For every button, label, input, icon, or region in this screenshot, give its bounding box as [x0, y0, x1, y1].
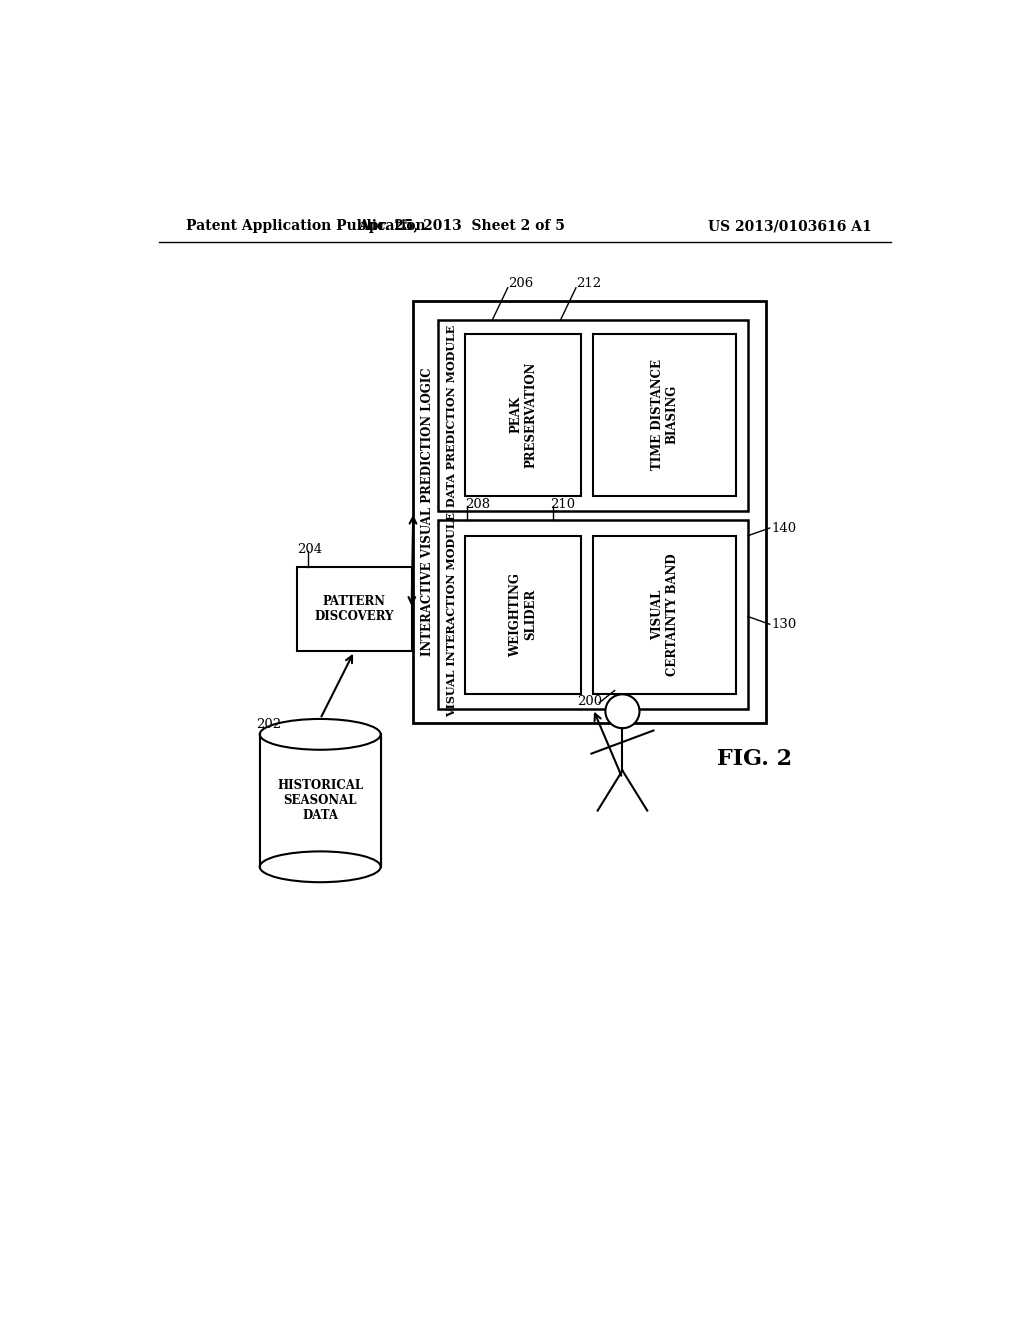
Text: Patent Application Publication: Patent Application Publication: [186, 219, 426, 234]
Text: HISTORICAL
SEASONAL
DATA: HISTORICAL SEASONAL DATA: [278, 779, 364, 822]
Text: TIME DISTANCE
BIASING: TIME DISTANCE BIASING: [650, 359, 679, 470]
Text: US 2013/0103616 A1: US 2013/0103616 A1: [709, 219, 872, 234]
Text: PEAK
PRESERVATION: PEAK PRESERVATION: [509, 362, 538, 469]
Ellipse shape: [260, 719, 381, 750]
Text: 140: 140: [771, 521, 797, 535]
Text: 212: 212: [575, 277, 601, 290]
Text: PATTERN
DISCOVERY: PATTERN DISCOVERY: [314, 595, 394, 623]
Text: 210: 210: [550, 499, 575, 511]
FancyBboxPatch shape: [465, 334, 582, 496]
Circle shape: [605, 694, 640, 729]
Text: 130: 130: [771, 618, 797, 631]
FancyBboxPatch shape: [414, 301, 766, 723]
Text: DATA PREDICTION MODULE: DATA PREDICTION MODULE: [446, 325, 458, 507]
FancyBboxPatch shape: [465, 536, 582, 693]
FancyBboxPatch shape: [297, 566, 412, 651]
Text: 204: 204: [297, 543, 323, 556]
Text: 200: 200: [578, 694, 603, 708]
FancyBboxPatch shape: [260, 734, 381, 867]
Text: VISUAL
CERTAINTY BAND: VISUAL CERTAINTY BAND: [650, 553, 679, 676]
FancyBboxPatch shape: [593, 334, 736, 496]
Text: 202: 202: [256, 718, 281, 731]
Text: 208: 208: [465, 499, 490, 511]
Text: 206: 206: [508, 277, 534, 290]
Text: FIG. 2: FIG. 2: [717, 748, 793, 770]
FancyBboxPatch shape: [438, 321, 748, 511]
Text: VISUAL INTERACTION MODULE: VISUAL INTERACTION MODULE: [446, 512, 458, 717]
Text: Apr. 25, 2013  Sheet 2 of 5: Apr. 25, 2013 Sheet 2 of 5: [357, 219, 564, 234]
Text: INTERACTIVE VISUAL PREDICTION LOGIC: INTERACTIVE VISUAL PREDICTION LOGIC: [421, 367, 433, 656]
FancyBboxPatch shape: [438, 520, 748, 709]
Text: WEIGHTING
SLIDER: WEIGHTING SLIDER: [509, 573, 538, 656]
FancyBboxPatch shape: [593, 536, 736, 693]
Ellipse shape: [260, 851, 381, 882]
